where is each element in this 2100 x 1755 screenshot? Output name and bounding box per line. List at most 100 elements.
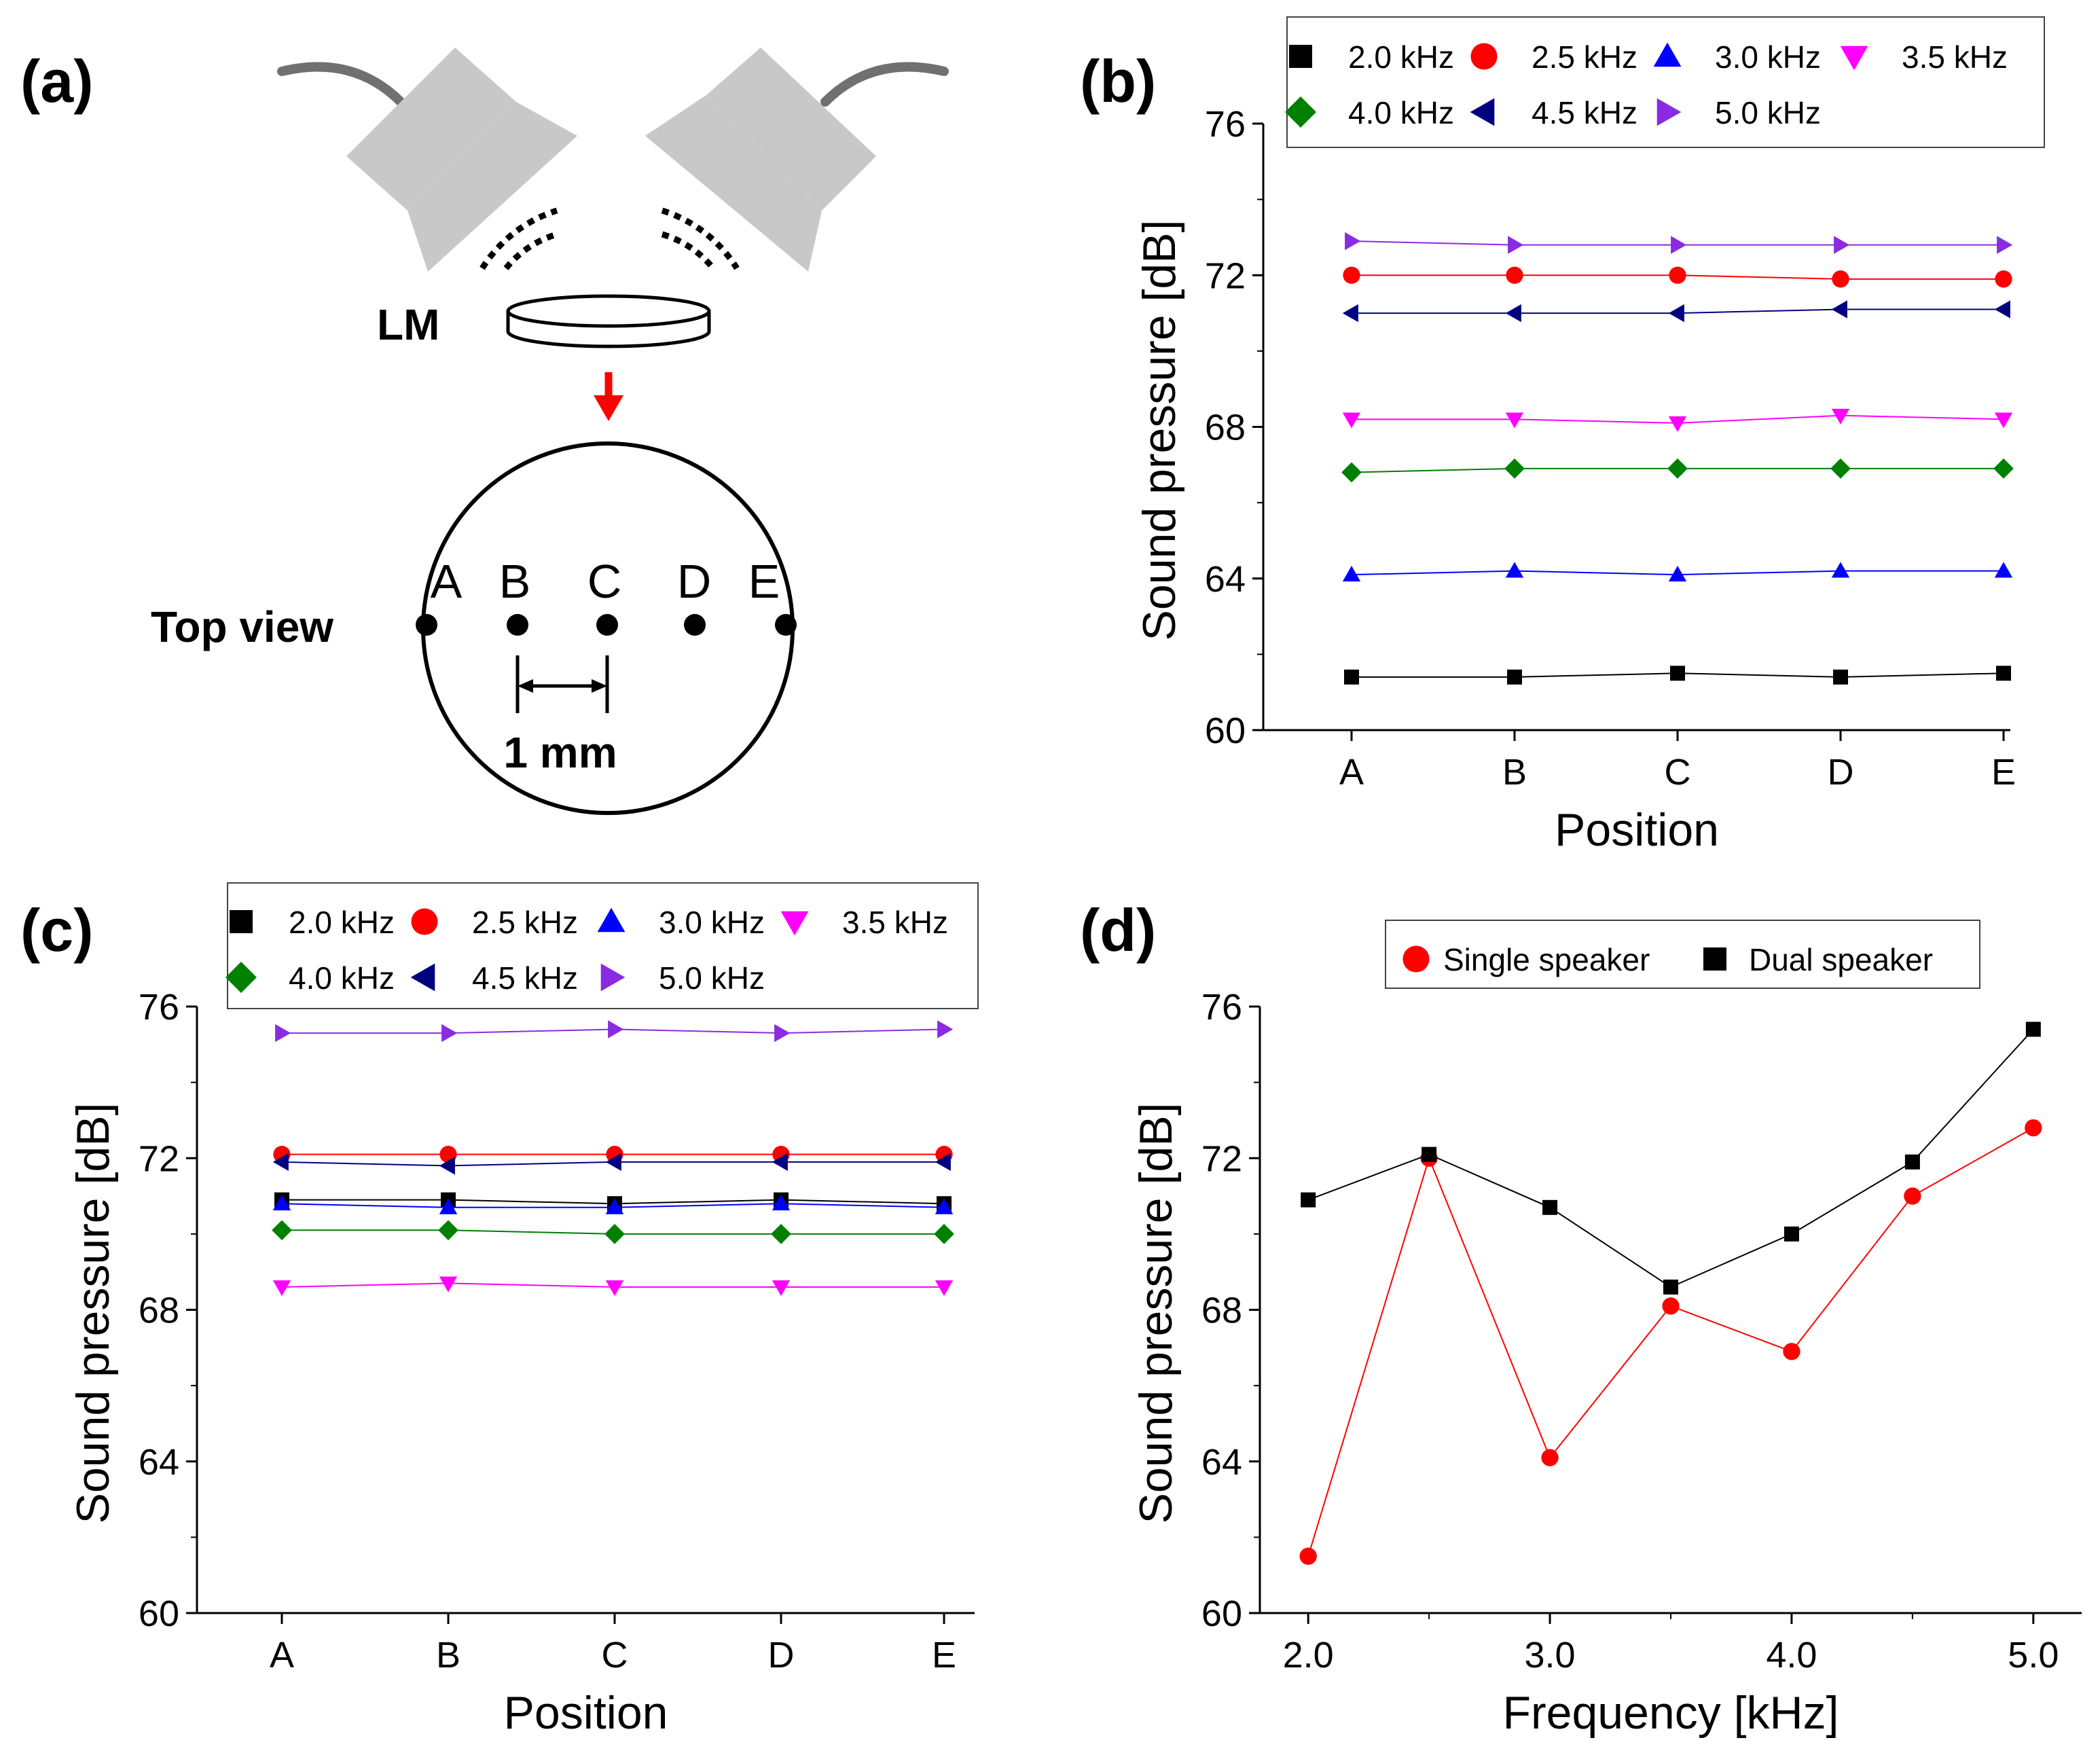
data-point (1994, 412, 2013, 429)
y-tick-label: 68 (139, 1290, 179, 1331)
legend-marker (1653, 42, 1682, 67)
data-point (272, 1280, 291, 1297)
data-point (1342, 304, 1358, 323)
legend-marker (225, 962, 257, 993)
x-tick-label: C (602, 1635, 628, 1676)
y-tick-label: 60 (1201, 1593, 1242, 1634)
data-point (439, 1276, 458, 1292)
data-point (1904, 1154, 1920, 1170)
legend-marker (230, 910, 253, 933)
data-point (934, 1224, 954, 1244)
x-tick-label: B (1502, 752, 1527, 793)
series-4-0-khz (1341, 458, 2014, 483)
position-dot (596, 614, 618, 636)
data-point (1671, 236, 1687, 254)
x-axis-title: Position (1555, 804, 1719, 856)
data-point (1993, 458, 2014, 479)
data-point (275, 1024, 291, 1043)
y-tick-label: 72 (1205, 255, 1246, 296)
lm-disk (506, 294, 711, 348)
series-2-0-khz (1344, 666, 2011, 685)
y-tick-label: 64 (1205, 559, 1246, 600)
data-point (937, 1020, 954, 1038)
arrow-down-icon (594, 372, 623, 421)
legend: Single speaker Dual speaker (1385, 920, 1980, 989)
y-tick-label: 64 (1201, 1442, 1242, 1483)
legend-marker (1289, 45, 1312, 68)
legend-label: 2.5 kHz (472, 905, 578, 940)
series-3-5-khz (272, 1276, 954, 1297)
position-dot (507, 614, 528, 636)
legend-marker (1703, 947, 1726, 971)
data-point (1301, 1192, 1316, 1208)
data-point (1994, 300, 2010, 319)
data-point (1996, 666, 2011, 681)
position-label-b: B (499, 555, 531, 608)
x-tick-label: E (932, 1635, 956, 1676)
data-point (439, 1198, 458, 1214)
data-point (272, 1195, 291, 1211)
data-point (1997, 236, 2013, 254)
panel-a-label: (a) (20, 48, 94, 115)
chart-c: 60 64 68 72 76 A B C D E Position Sound pressure [d… (67, 882, 979, 1739)
y-axis-title: Sound pressure [dB] (1130, 1103, 1182, 1524)
data-point (272, 1153, 289, 1172)
y-tick-label: 64 (139, 1442, 179, 1483)
legend-marker (411, 908, 438, 935)
series-3-5-khz (1342, 408, 2013, 433)
data-point (774, 1024, 791, 1043)
y-tick-label: 72 (1201, 1138, 1242, 1179)
chart-b: 60 64 68 72 76 A B C D E Position Sound pressure [d… (1134, 16, 2045, 856)
x-tick-label: A (1339, 752, 1364, 793)
data-point (1343, 266, 1360, 284)
legend: 2.0 kHz 2.5 kHz 3.0 kHz 3.5 kHz 4.0 kHz 4.5 k… (225, 882, 979, 1009)
legend-label: 5.0 kHz (659, 960, 765, 996)
legend-marker (1470, 98, 1495, 126)
series-line (1307, 1127, 2034, 1557)
data-point (1831, 408, 1850, 424)
data-point (605, 1280, 624, 1297)
data-point (1505, 304, 1521, 323)
legend-marker (780, 911, 809, 936)
legend-marker (597, 907, 626, 933)
data-point (1508, 236, 1524, 254)
y-tick-label: 72 (139, 1138, 179, 1179)
series-3-0-khz (1342, 562, 2013, 582)
legend-label: 2.0 kHz (289, 905, 395, 940)
legend-marker (410, 963, 435, 992)
series-dual-speaker (1301, 1021, 2041, 1295)
y-tick-label: 68 (1205, 408, 1246, 448)
data-point (1505, 562, 1524, 578)
data-point (1831, 562, 1850, 578)
scale-bar (515, 655, 609, 713)
data-point (1344, 669, 1359, 685)
legend-marker (1657, 98, 1682, 126)
series-4-5-khz (272, 1153, 951, 1175)
speaker-icon (277, 48, 577, 272)
legend-label: 2.5 kHz (1532, 39, 1637, 75)
x-tick-label: 5.0 (2008, 1635, 2059, 1676)
legend-label: 2.0 kHz (1348, 39, 1454, 75)
legend-label: 3.5 kHz (842, 905, 948, 940)
sound-wave-icon (661, 207, 740, 270)
lm-label: LM (377, 300, 439, 349)
y-tick-label: 76 (1201, 987, 1242, 1028)
series-4-5-khz (1342, 300, 2010, 323)
data-point (1506, 266, 1523, 284)
data-point (272, 1220, 292, 1241)
data-point (1669, 266, 1686, 284)
data-point (2025, 1021, 2041, 1037)
panel-c-label: (c) (20, 897, 94, 964)
legend-box (1385, 920, 1980, 989)
y-tick-label: 68 (1201, 1290, 1242, 1331)
series-4-0-khz (272, 1220, 954, 1244)
data-point (2025, 1119, 2042, 1137)
y-tick-label: 76 (1205, 104, 1246, 145)
x-tick-label: B (436, 1635, 460, 1676)
x-tick-label: 3.0 (1525, 1635, 1576, 1676)
panel-c: (c) 60 64 68 72 76 A B C D E Position Sound pressur… (20, 882, 979, 1739)
x-tick-label: D (1828, 752, 1854, 793)
series-5-0-khz (1345, 232, 2013, 254)
data-point (605, 1198, 624, 1214)
data-point (772, 1280, 791, 1297)
